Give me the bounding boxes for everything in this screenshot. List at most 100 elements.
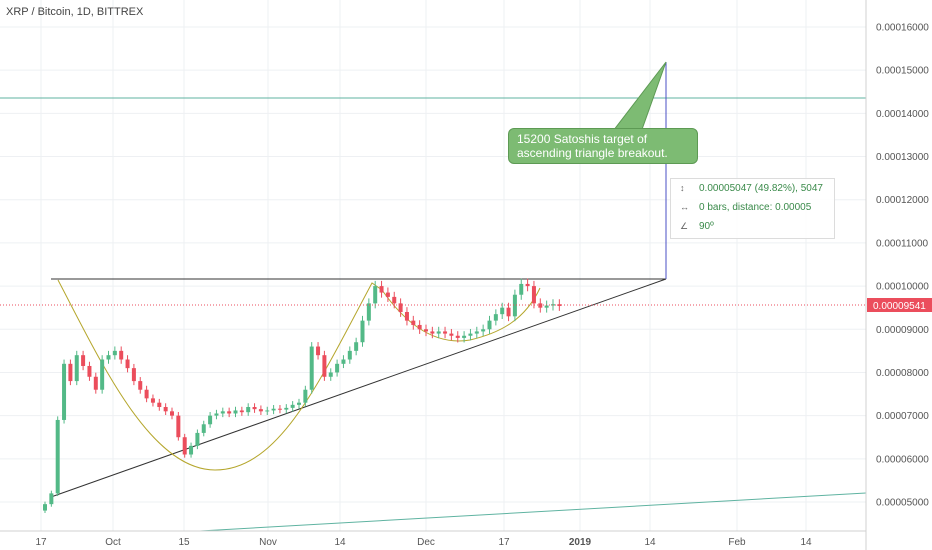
- annotation-line-2: ascending triangle breakout.: [517, 146, 668, 160]
- candle-body[interactable]: [112, 350, 117, 356]
- target-annotation[interactable]: 15200 Satoshis target of ascending trian…: [508, 128, 698, 164]
- y-tick-label: 0.00013000: [876, 152, 929, 163]
- candle-body[interactable]: [468, 333, 473, 336]
- candle-body[interactable]: [487, 320, 492, 330]
- candle-body[interactable]: [68, 363, 73, 382]
- candle-body[interactable]: [157, 402, 162, 407]
- drawing-tools: [0, 61, 867, 532]
- candle-body[interactable]: [531, 286, 536, 304]
- y-tick-label: 0.00012000: [876, 195, 929, 206]
- candle-body[interactable]: [455, 335, 460, 338]
- candle-body[interactable]: [284, 407, 289, 410]
- candle-body[interactable]: [392, 296, 397, 304]
- candle-body[interactable]: [309, 346, 314, 390]
- candle-body[interactable]: [322, 355, 327, 377]
- time-axis[interactable]: 17 Oct 15 Nov 14 Dec 17 2019 14 Feb 14: [0, 530, 866, 548]
- candle-body[interactable]: [417, 324, 422, 330]
- candle-body[interactable]: [246, 407, 251, 413]
- candle-body[interactable]: [436, 331, 441, 334]
- candle-body[interactable]: [379, 286, 384, 293]
- candle-body[interactable]: [335, 363, 340, 373]
- candle-body[interactable]: [227, 411, 232, 414]
- candle-body[interactable]: [328, 372, 333, 377]
- candle-body[interactable]: [208, 415, 213, 425]
- candle-body[interactable]: [411, 320, 416, 325]
- candle-body[interactable]: [557, 304, 562, 306]
- x-tick-label: Nov: [259, 537, 277, 548]
- candle-body[interactable]: [366, 303, 371, 321]
- candle-body[interactable]: [341, 359, 346, 364]
- candle-body[interactable]: [201, 424, 206, 433]
- price-range-icon: ↕: [680, 183, 685, 193]
- candle-body[interactable]: [481, 329, 486, 332]
- candle-body[interactable]: [195, 432, 200, 446]
- candle-body[interactable]: [62, 363, 67, 420]
- candle-body[interactable]: [214, 413, 219, 416]
- candle-body[interactable]: [277, 408, 282, 410]
- candle-body[interactable]: [493, 314, 498, 321]
- candle-body[interactable]: [449, 333, 454, 336]
- candle-body[interactable]: [93, 376, 98, 390]
- x-tick-label: 17: [35, 537, 47, 548]
- candle-body[interactable]: [354, 342, 359, 351]
- candle-body[interactable]: [233, 410, 238, 414]
- y-tick-label: 0.00011000: [876, 238, 929, 249]
- candle-body[interactable]: [81, 355, 86, 366]
- candle-body[interactable]: [258, 409, 263, 412]
- candle-body[interactable]: [49, 493, 54, 505]
- candle-body[interactable]: [138, 381, 143, 390]
- candle-body[interactable]: [404, 312, 409, 321]
- candle-body[interactable]: [271, 408, 276, 411]
- candle-body[interactable]: [163, 407, 168, 412]
- candle-body[interactable]: [239, 410, 244, 413]
- y-tick-label: 0.00005000: [876, 498, 929, 509]
- candle-body[interactable]: [170, 411, 174, 416]
- candle-body[interactable]: [385, 292, 390, 297]
- bars-distance-icon: ↔: [680, 202, 689, 212]
- candle-body[interactable]: [297, 402, 301, 405]
- candle-body[interactable]: [443, 331, 448, 334]
- candle-body[interactable]: [131, 368, 136, 382]
- long-term-trendline[interactable]: [199, 492, 867, 532]
- candle-body[interactable]: [544, 305, 549, 308]
- candle-body[interactable]: [176, 415, 181, 438]
- candle-body[interactable]: [525, 283, 530, 287]
- y-tick-label: 0.00016000: [876, 23, 929, 34]
- price-axis[interactable]: 0.00005000 0.00006000 0.00007000 0.00008000…: [865, 0, 929, 550]
- candle-body[interactable]: [87, 365, 92, 377]
- candle-body[interactable]: [373, 286, 378, 304]
- candle-body[interactable]: [474, 331, 479, 334]
- candle-body[interactable]: [424, 329, 428, 332]
- candle-body[interactable]: [265, 410, 270, 412]
- candle-body[interactable]: [430, 331, 435, 334]
- candle-body[interactable]: [189, 445, 194, 455]
- candle-body[interactable]: [360, 320, 365, 343]
- candle-body[interactable]: [74, 355, 79, 382]
- candle-body[interactable]: [519, 283, 524, 295]
- candle-body[interactable]: [398, 303, 403, 312]
- candle-body[interactable]: [182, 437, 187, 455]
- candle-body[interactable]: [303, 389, 308, 403]
- candle-body[interactable]: [538, 303, 543, 308]
- candle-body[interactable]: [150, 398, 155, 403]
- candle-body[interactable]: [55, 419, 60, 494]
- triangle-support-line[interactable]: [50, 278, 667, 498]
- cup-and-handle-curve[interactable]: [57, 279, 541, 471]
- candle-body[interactable]: [506, 307, 511, 317]
- candle-body[interactable]: [119, 350, 124, 360]
- candle-body[interactable]: [106, 355, 111, 360]
- candle-body[interactable]: [500, 307, 505, 315]
- x-tick-label: 2019: [569, 537, 592, 548]
- candle-body[interactable]: [512, 294, 517, 317]
- candle-body[interactable]: [347, 350, 352, 360]
- candle-body[interactable]: [144, 389, 149, 399]
- candle-body[interactable]: [290, 404, 295, 408]
- candle-body[interactable]: [220, 411, 225, 414]
- candle-body[interactable]: [100, 359, 105, 390]
- candle-body[interactable]: [316, 346, 321, 356]
- candle-body[interactable]: [125, 359, 130, 369]
- candle-body[interactable]: [462, 335, 467, 338]
- candle-body[interactable]: [43, 504, 47, 511]
- candle-body[interactable]: [252, 407, 257, 410]
